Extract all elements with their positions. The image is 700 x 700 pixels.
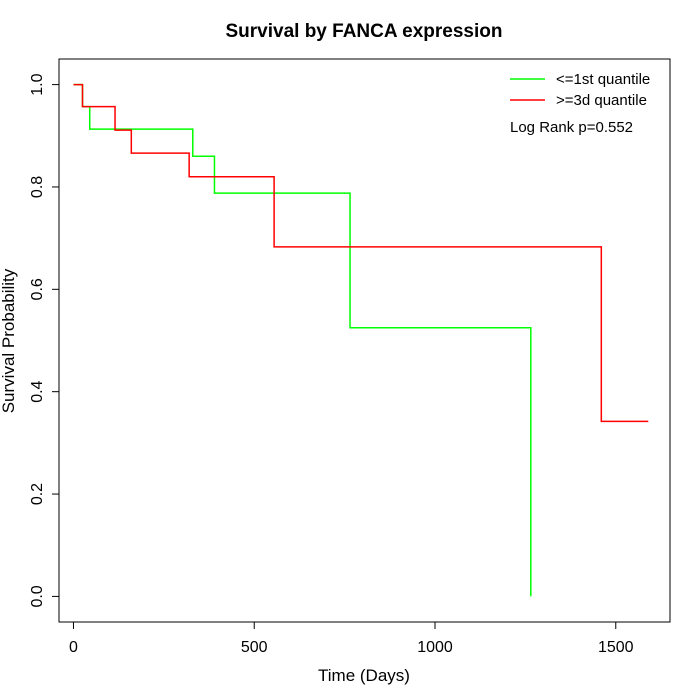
y-tick-label: 0.0 [29,585,46,607]
x-tick-label: 500 [241,639,268,656]
x-tick-label: 1000 [417,639,453,656]
y-axis: 0.0 0.2 0.4 0.6 0.8 1.0 [29,73,60,608]
y-tick-label: 0.6 [29,278,46,300]
y-tick-label: 0.4 [29,380,46,402]
y-tick-label: 0.2 [29,483,46,505]
y-tick-label: 1.0 [29,73,46,95]
x-axis-label: Time (Days) [318,666,410,685]
log-rank-annotation: Log Rank p=0.552 [510,119,633,136]
plot-frame [58,58,671,623]
x-tick-label: 1500 [598,639,634,656]
y-axis-label: Survival Probability [0,268,18,413]
y-tick-label: 0.8 [29,176,46,198]
series-layer [73,83,649,597]
legend-label-low-quantile: <=1st quantile [556,71,650,88]
chart-title: Survival by FANCA expression [225,21,502,42]
legend: <=1st quantile >=3d quantile [510,71,650,109]
legend-label-high-quantile: >=3d quantile [556,92,647,109]
x-tick-label: 0 [69,639,78,656]
x-axis: 0 500 1000 1500 [69,621,634,656]
series-line-1 [73,83,649,423]
series-line-0 [73,83,532,597]
